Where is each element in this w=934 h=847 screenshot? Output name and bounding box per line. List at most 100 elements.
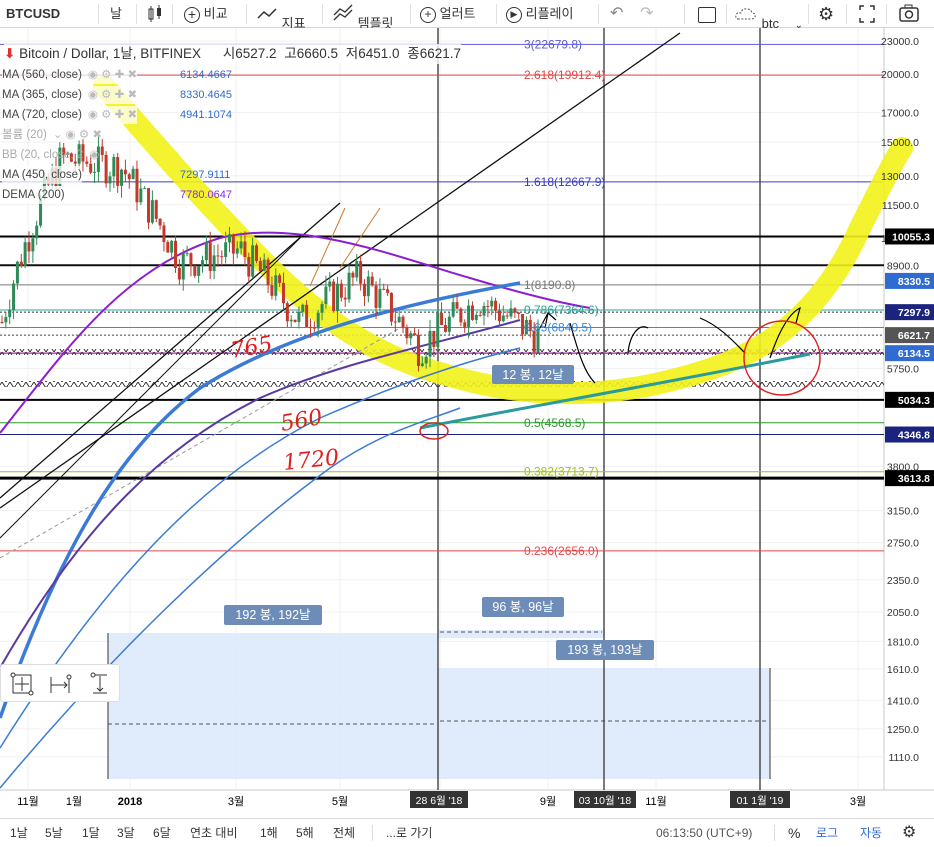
legend-controls-icon[interactable]: ◉ — [89, 149, 100, 161]
candle-body — [162, 225, 166, 243]
date-price-range-tool[interactable] — [9, 671, 35, 697]
price-axis[interactable]: 23000.0 20000.0 17000.0 15000.0 13000.0 11500… — [881, 36, 934, 764]
candle-body — [174, 240, 178, 268]
crosshair-box-icon — [10, 672, 34, 696]
compare-label: 비교 — [203, 6, 228, 21]
candle-body — [108, 176, 112, 184]
candle-body — [15, 261, 19, 284]
candle-body — [239, 241, 243, 249]
percent-toggle[interactable]: % — [788, 825, 801, 841]
fib-label: 1.618(12667.9) — [524, 175, 605, 189]
legend-row[interactable]: MA (450, close) 7297.9111 — [2, 166, 230, 184]
legend-name: MA (365, close) — [2, 89, 82, 101]
time-badge-text: 01 1월 '19 — [737, 795, 784, 807]
time-label: 5월 — [332, 795, 348, 808]
price-tick: 17000.0 — [881, 107, 919, 119]
price-range-tool[interactable] — [87, 671, 113, 697]
candle-body — [274, 275, 278, 296]
time-badge-jan01 — [730, 791, 790, 808]
range-button-3m[interactable]: 3달 — [117, 826, 135, 840]
alert-button[interactable]: + 얼러트 — [420, 0, 476, 28]
candle-body — [131, 168, 135, 180]
candle-body — [447, 316, 451, 332]
candle-body — [0, 321, 4, 323]
candle-body — [150, 200, 154, 223]
candle-body — [351, 272, 355, 278]
legend-row[interactable]: MA (560, close) ◉ ⚙ ✚ ✖ 6134.4667 — [2, 66, 232, 84]
candle-body — [116, 157, 120, 186]
compare-button[interactable]: + 비교 — [184, 0, 228, 28]
price-chart[interactable]: 765 560 1720 3(22679.8)2.618(19912.4)1.6… — [0, 28, 934, 818]
clock-timezone[interactable]: 06:13:50 (UTC+9) — [656, 826, 753, 840]
price-badge — [885, 272, 934, 289]
candle-body — [451, 302, 455, 317]
interval-button[interactable]: 날 — [110, 6, 122, 21]
legend-row[interactable]: 볼륨 (20) ⌄ ◉ ⚙ ✖ — [2, 126, 102, 144]
goto-date-button[interactable]: ...로 가기 — [386, 826, 433, 840]
legend-row[interactable]: MA (720, close) ◉ ⚙ ✚ ✖ 4941.1074 — [2, 106, 232, 124]
range-badge-12 — [492, 365, 574, 384]
settings-button[interactable]: ⚙ — [818, 0, 834, 28]
range-button-5y[interactable]: 5해 — [296, 826, 314, 840]
range-button-ytd[interactable]: 연초 대비 — [190, 826, 238, 840]
arrow-down-icon: ⬇ — [4, 46, 16, 61]
divider — [726, 4, 727, 24]
legend-row[interactable]: MA (365, close) ◉ ⚙ ✚ ✖ 8330.4645 — [2, 86, 232, 104]
log-toggle[interactable]: 로그 — [816, 826, 839, 840]
candle-body — [270, 285, 274, 296]
ohlc-low: 6451.0 — [358, 46, 400, 61]
legend-controls-icon[interactable]: ◉ ⚙ ✚ ✖ — [87, 69, 138, 81]
candle-body — [212, 255, 216, 272]
range-button-1m[interactable]: 1달 — [82, 826, 100, 840]
divider — [684, 4, 685, 24]
time-axis[interactable]: 11월 1월 2018 3월 5월 9월 11월 3월 28 6월 '18 03… — [17, 791, 866, 808]
auto-toggle[interactable]: 자동 — [860, 826, 883, 840]
legend-name: MA (560, close) — [2, 69, 82, 81]
replay-button[interactable]: ▶ 리플레이 — [506, 0, 573, 28]
redo-button[interactable]: ↷ — [640, 0, 653, 28]
time-badge-text: 28 6월 '18 — [416, 795, 463, 807]
date-range-tool[interactable] — [47, 671, 73, 697]
price-badge-text: 3613.8 — [898, 473, 930, 485]
range-button-5d[interactable]: 5날 — [45, 826, 63, 840]
chart-style-button[interactable] — [146, 0, 164, 28]
range-badge-192 — [224, 605, 322, 625]
candle-body — [147, 188, 151, 223]
highlight-curve — [93, 75, 913, 405]
candle-body — [440, 312, 444, 326]
fib-labels: 3(22679.8) 2.618(19912.4) 1.618(12667.9) 1(… — [524, 37, 605, 557]
legend-controls-icon[interactable]: ⌄ ◉ ⚙ ✖ — [52, 129, 103, 141]
symbol-search[interactable]: BTCUSD — [6, 6, 61, 21]
range-button-1y[interactable]: 1해 — [260, 826, 278, 840]
trendline-lower — [0, 237, 301, 539]
range-button-1d[interactable]: 1날 — [10, 826, 28, 840]
chart-settings-button[interactable]: ⚙ — [902, 819, 916, 847]
range-button-all[interactable]: 전체 — [333, 826, 356, 840]
channel-line-1 — [309, 207, 346, 287]
candle-body — [524, 320, 528, 335]
snapshot-button[interactable] — [898, 0, 920, 28]
legend-controls-icon[interactable]: ◉ ⚙ ✚ ✖ — [87, 89, 138, 101]
date-range-box-192 — [108, 633, 438, 779]
legend-row[interactable]: DEMA (200) 7780.0647 — [2, 186, 232, 204]
alarm-clock-icon: + — [420, 6, 436, 23]
candle-body — [455, 302, 459, 309]
fib-label: 0.786(7364.6) — [524, 303, 599, 317]
range-button-6m[interactable]: 6달 — [153, 826, 171, 840]
time-label: 11월 — [645, 795, 667, 808]
time-label: 3월 — [228, 795, 244, 808]
undo-button[interactable]: ↶ — [610, 0, 623, 28]
divider — [496, 4, 497, 24]
legend-controls-icon[interactable]: ◉ ⚙ ✚ ✖ — [87, 109, 138, 121]
fullscreen-button[interactable] — [698, 0, 716, 28]
fullscreen-expand-button[interactable] — [858, 0, 876, 28]
time-badge-text: 03 10월 '18 — [579, 795, 632, 807]
legend-row[interactable]: BB (20, close, 2 ◉ — [2, 146, 99, 164]
indicators-button[interactable]: 지표 — [256, 0, 306, 31]
top-toolbar: BTCUSD 날 + 비교 지표 템플릿 + 얼러트 ▶ 리플레이 ↶ ↷ bt… — [0, 0, 934, 31]
time-label: 2018 — [118, 796, 142, 808]
templates-button[interactable]: 템플릿 — [332, 0, 394, 31]
cloud-layout-button[interactable]: btc ⌄ — [734, 0, 803, 31]
legend-name: 볼륨 (20) — [2, 129, 47, 141]
candle-body — [305, 304, 309, 327]
